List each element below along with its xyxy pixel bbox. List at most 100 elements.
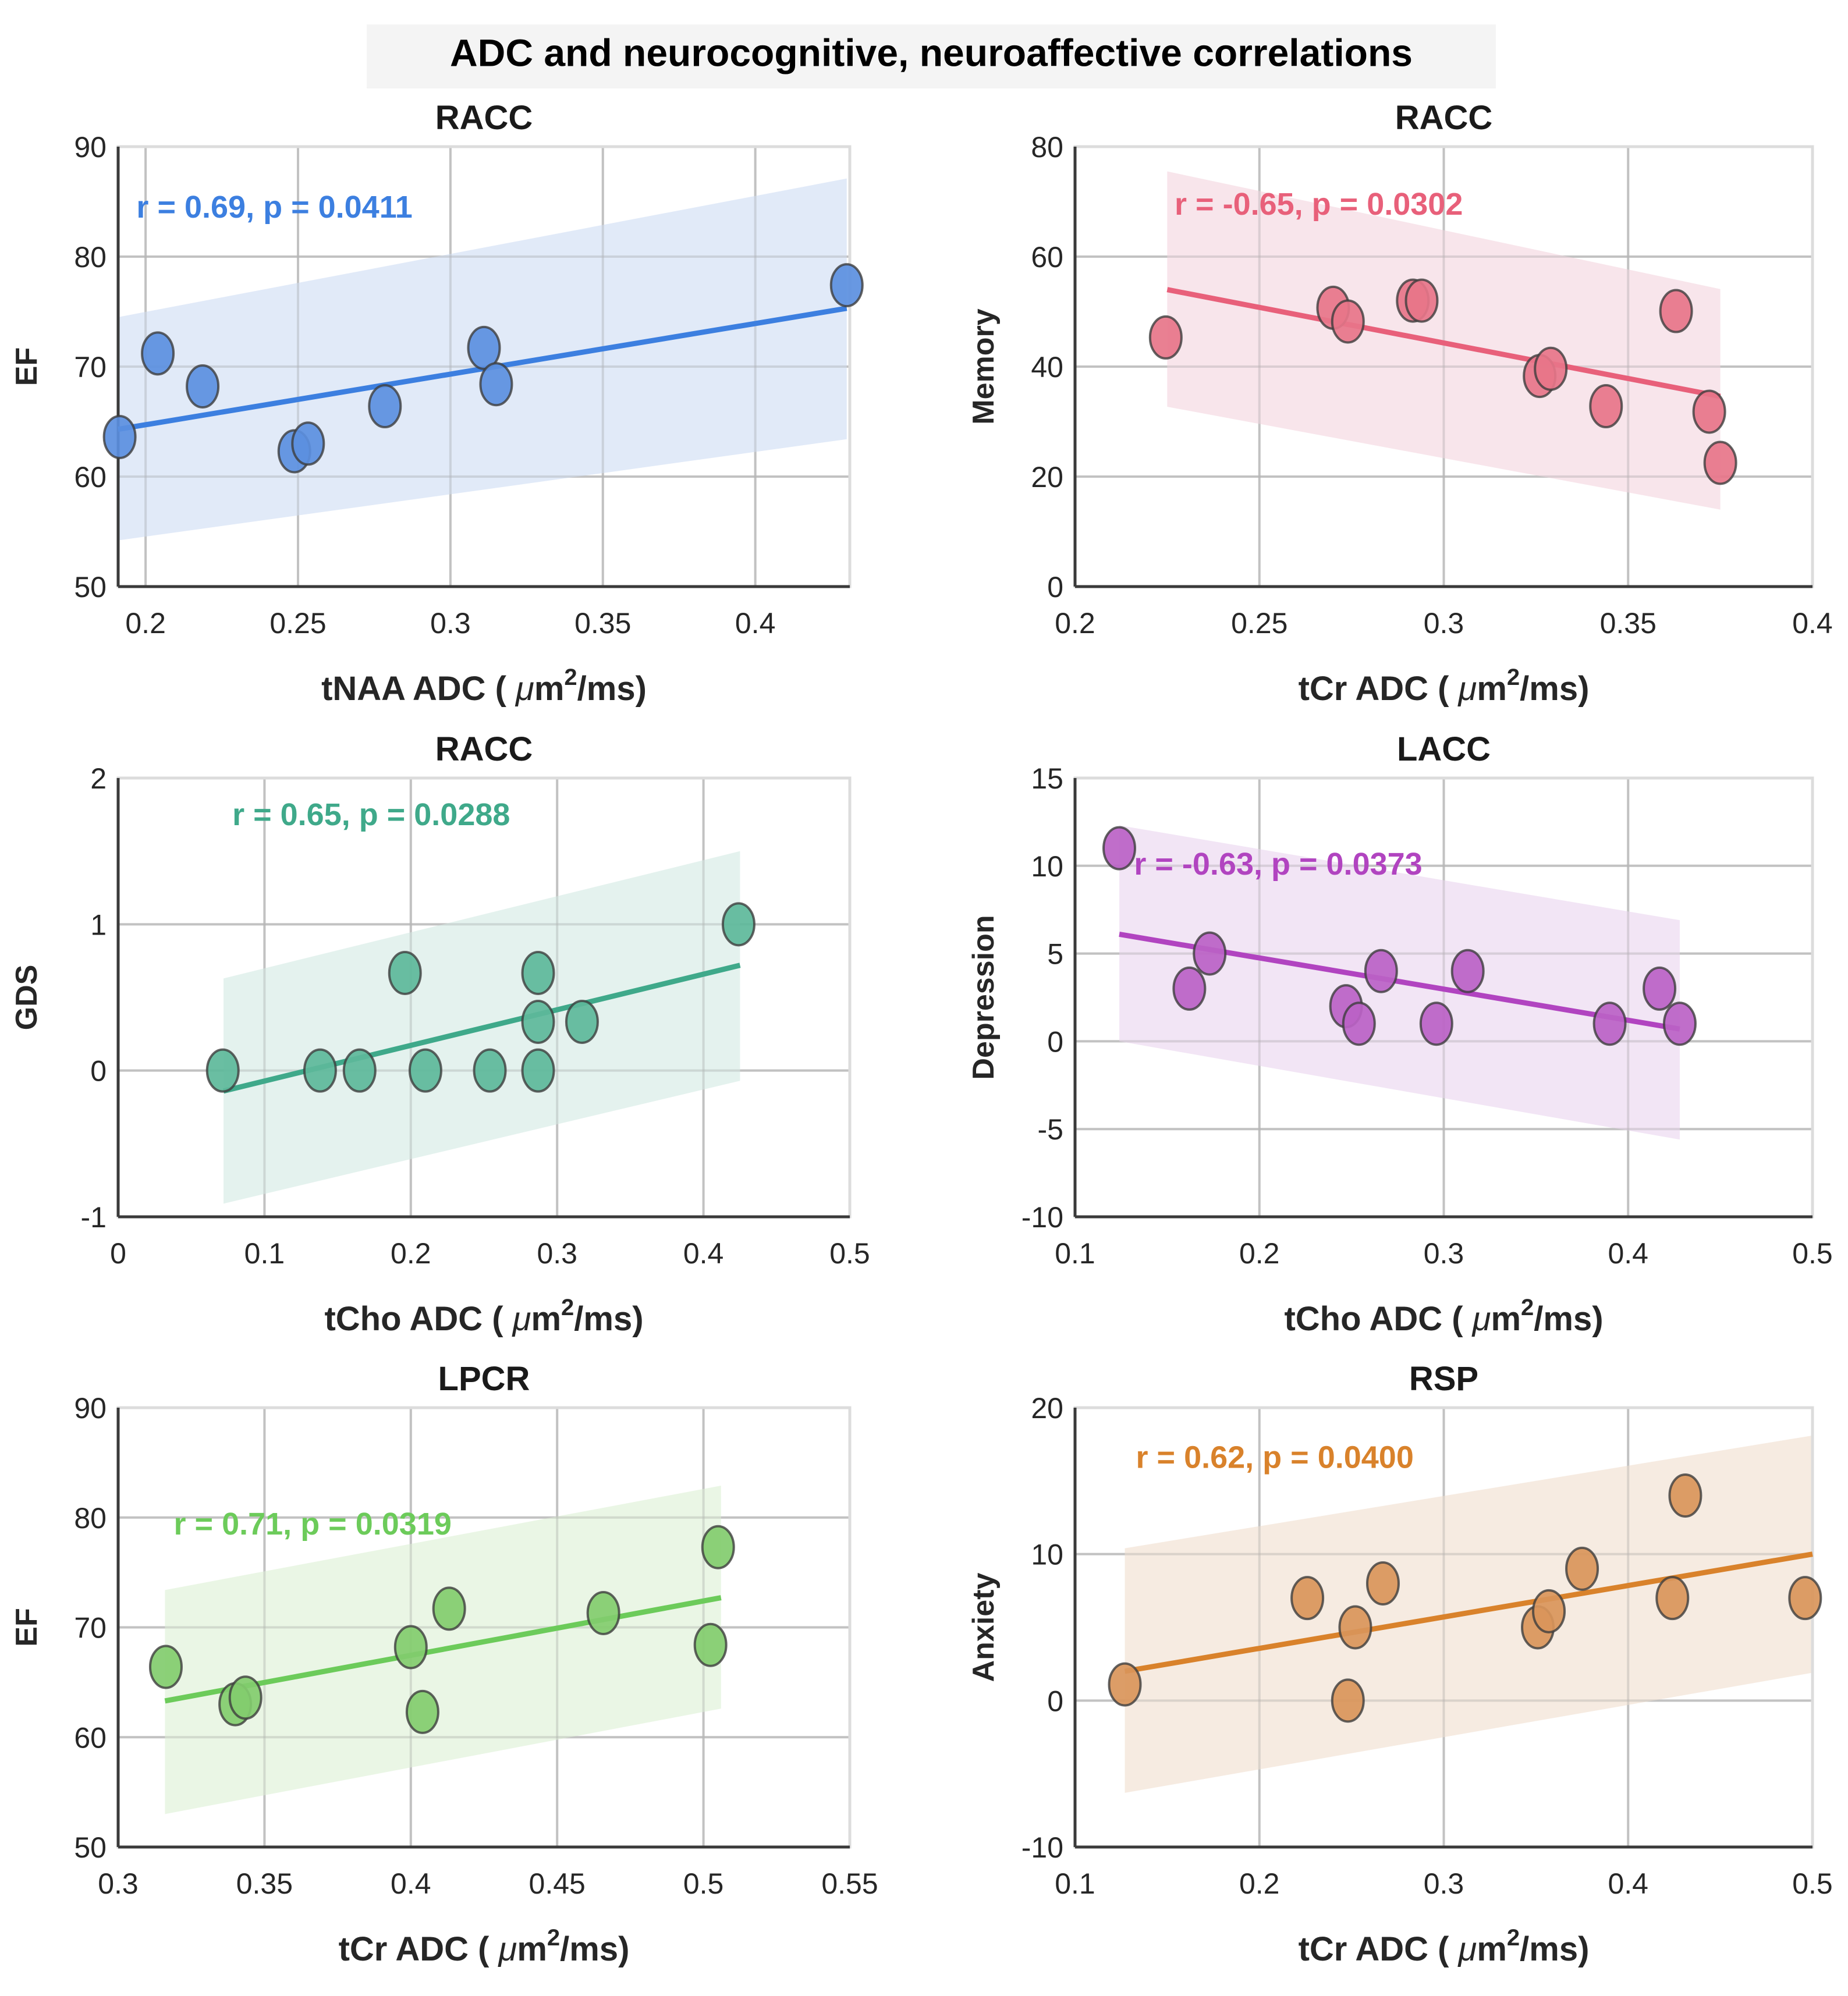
x-axis-label-suffix: /ms) — [574, 1300, 643, 1338]
x-tick-label: 0.5 — [683, 1867, 724, 1900]
data-point — [342, 1048, 377, 1093]
data-point — [1668, 1473, 1702, 1518]
data-point — [405, 1689, 439, 1734]
data-point — [368, 384, 402, 429]
y-tick-label: 70 — [74, 351, 107, 383]
data-point — [1342, 1001, 1376, 1046]
data-point — [1365, 1561, 1400, 1606]
x-tick-label: 0.45 — [529, 1867, 586, 1900]
mu-symbol: μ — [515, 670, 534, 708]
x-tick-label: 0 — [110, 1237, 126, 1270]
x-axis-label-suffix: /ms) — [560, 1930, 629, 1968]
y-tick-label: 80 — [1031, 131, 1063, 164]
x-tick-label: 0.2 — [1239, 1237, 1280, 1270]
panel-6: 0.1 0.2 0.3 0.4 0.5 -10 0 10 20 RSP r = 0.62, p = … — [967, 1360, 1833, 1968]
data-point — [148, 1645, 183, 1689]
x-axis-label-suffix: /ms) — [1520, 1930, 1589, 1968]
mu-symbol: μ — [498, 1930, 517, 1968]
y-tick-label: 15 — [1031, 762, 1063, 795]
data-point — [1703, 441, 1737, 485]
x-tick-label: 0.1 — [1055, 1867, 1095, 1900]
y-axis-label: EF — [10, 347, 44, 386]
panel-2: 0.2 0.25 0.3 0.35 0.4 0 20 40 60 80 RACC r = -0.65,… — [967, 99, 1833, 708]
x-tick-label: 0.3 — [1424, 1237, 1464, 1270]
data-point — [1534, 346, 1568, 391]
x-tick-label: 0.4 — [735, 607, 776, 640]
data-point — [1592, 1001, 1627, 1046]
x-tick-label: 0.3 — [537, 1237, 577, 1270]
data-point — [1338, 1605, 1372, 1650]
y-tick-label: 0 — [1047, 571, 1063, 603]
figure-title: ADC and neurocognitive, neuroaffective c… — [450, 31, 1413, 74]
x-axis-label-prefix: tNAA ADC ( — [321, 670, 516, 708]
x-axis-label: tCr ADC ( μm2/ms) — [339, 1925, 630, 1968]
data-point — [1589, 384, 1623, 429]
x-tick-label: 0.2 — [391, 1237, 431, 1270]
y-tick-label: -10 — [1021, 1201, 1063, 1234]
data-point — [1364, 949, 1398, 993]
y-tick-label: 60 — [74, 461, 107, 493]
y-tick-label: 60 — [74, 1721, 107, 1754]
y-tick-label: 0 — [90, 1055, 107, 1088]
data-point — [1290, 1576, 1325, 1621]
x-axis-label: tCr ADC ( μm2/ms) — [1299, 1925, 1590, 1968]
superscript-2: 2 — [561, 1295, 574, 1320]
data-point — [473, 1048, 507, 1093]
x-axis-label: tNAA ADC ( μm2/ms) — [321, 665, 647, 708]
y-axis-label: Depression — [967, 915, 1001, 1079]
y-tick-label: 80 — [74, 241, 107, 274]
x-axis-label-unit: m — [1477, 1930, 1507, 1968]
data-point — [467, 325, 501, 370]
panel-title: RACC — [435, 99, 533, 137]
x-tick-label: 0.35 — [236, 1867, 293, 1900]
figure-title-background — [367, 24, 1496, 88]
x-tick-label: 0.4 — [1792, 607, 1833, 640]
y-tick-label: 20 — [1031, 1392, 1063, 1425]
data-point — [228, 1675, 263, 1720]
data-point — [1419, 1001, 1453, 1046]
y-tick-label: 0 — [1047, 1025, 1063, 1058]
y-tick-label: 2 — [90, 762, 107, 795]
correlation-annotation: r = 0.69, p = 0.0411 — [136, 190, 412, 225]
x-axis-label-prefix: tCr ADC ( — [339, 1930, 499, 1968]
superscript-2: 2 — [547, 1925, 560, 1951]
y-tick-label: 90 — [74, 1392, 107, 1425]
data-point — [388, 951, 422, 996]
correlation-annotation: r = -0.65, p = 0.0302 — [1175, 187, 1463, 222]
x-tick-label: 0.55 — [821, 1867, 878, 1900]
data-point — [1193, 931, 1227, 976]
data-point — [1331, 299, 1365, 344]
y-tick-label: 50 — [74, 571, 107, 603]
mu-symbol: μ — [1471, 1300, 1491, 1338]
y-tick-label: 10 — [1031, 1539, 1063, 1571]
x-tick-label: 0.3 — [98, 1867, 139, 1900]
y-axis-label: Memory — [967, 308, 1001, 424]
x-tick-label: 0.1 — [244, 1237, 285, 1270]
y-tick-label: -5 — [1038, 1113, 1063, 1146]
data-point — [479, 362, 513, 407]
data-point — [1404, 278, 1439, 323]
y-tick-label: 20 — [1031, 461, 1063, 493]
x-tick-label: 0.5 — [1792, 1237, 1833, 1270]
x-axis-label: tCho ADC ( μm2/ms) — [1284, 1295, 1603, 1338]
x-axis-label: tCho ADC ( μm2/ms) — [324, 1295, 643, 1338]
x-axis-label-prefix: tCho ADC ( — [1284, 1300, 1472, 1338]
y-axis-label: Anxiety — [967, 1573, 1001, 1682]
data-point — [393, 1625, 428, 1670]
y-tick-label: 1 — [90, 908, 107, 941]
x-tick-label: 0.4 — [683, 1237, 724, 1270]
data-point — [521, 999, 555, 1044]
superscript-2: 2 — [1507, 665, 1520, 690]
y-tick-label: 0 — [1047, 1685, 1063, 1717]
x-tick-label: 0.35 — [574, 607, 631, 640]
x-axis-label: tCr ADC ( μm2/ms) — [1299, 665, 1590, 708]
x-axis-label-prefix: tCr ADC ( — [1299, 670, 1459, 708]
data-point — [432, 1586, 466, 1631]
panel-title: RACC — [1395, 99, 1493, 137]
data-point — [186, 364, 220, 409]
y-axis-label: EF — [10, 1608, 44, 1646]
x-axis-label-unit: m — [1491, 1300, 1521, 1338]
